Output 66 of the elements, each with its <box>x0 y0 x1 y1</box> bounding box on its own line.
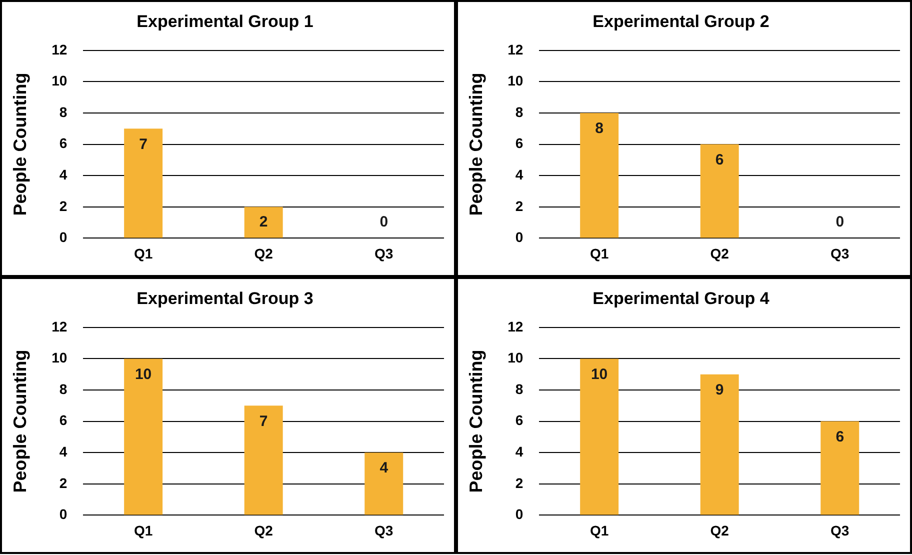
x-tick-label: Q2 <box>254 245 274 262</box>
y-axis-title: People Counting <box>466 72 486 216</box>
y-tick-label: 2 <box>59 198 68 214</box>
x-tick-label: Q2 <box>710 522 730 538</box>
y-axis-title: People Counting <box>10 350 30 493</box>
data-label: 7 <box>139 136 148 153</box>
y-tick-label: 10 <box>52 350 68 366</box>
y-tick-label: 4 <box>59 443 68 460</box>
bar <box>244 406 283 515</box>
x-tick-label: Q1 <box>590 245 609 262</box>
bar <box>700 374 739 515</box>
x-tick-label: Q2 <box>254 522 274 538</box>
data-label: 8 <box>595 120 604 138</box>
data-label: 4 <box>380 460 389 477</box>
y-tick-label: 6 <box>515 135 524 152</box>
data-label: 6 <box>715 151 724 168</box>
y-tick-label: 0 <box>515 506 524 522</box>
y-tick-label: 8 <box>515 104 524 120</box>
y-axis-title: People Counting <box>466 350 486 493</box>
y-tick-label: 10 <box>508 72 524 89</box>
y-tick-label: 8 <box>515 380 524 397</box>
data-label: 7 <box>259 412 268 430</box>
x-tick-label: Q1 <box>590 522 609 538</box>
data-label: 2 <box>259 213 268 230</box>
y-tick-label: 2 <box>515 198 524 214</box>
y-tick-label: 10 <box>52 72 68 89</box>
chart-title: Experimental Group 2 <box>592 12 770 31</box>
y-tick-label: 12 <box>508 41 524 58</box>
y-tick-label: 8 <box>59 104 68 120</box>
y-axis-title: People Counting <box>10 72 30 216</box>
y-tick-label: 4 <box>515 166 524 182</box>
y-tick-label: 4 <box>515 443 524 460</box>
y-tick-label: 12 <box>508 318 524 334</box>
y-tick-label: 0 <box>59 229 68 246</box>
data-label: 9 <box>715 381 724 398</box>
y-tick-label: 4 <box>59 166 68 182</box>
data-label: 6 <box>836 428 844 446</box>
y-tick-label: 12 <box>52 318 68 334</box>
data-label: 0 <box>836 213 844 230</box>
bar <box>820 421 860 515</box>
y-tick-label: 2 <box>59 474 68 491</box>
y-tick-label: 6 <box>59 412 68 428</box>
y-tick-label: 8 <box>59 380 68 397</box>
bar <box>364 452 404 515</box>
y-tick-label: 6 <box>59 135 68 152</box>
chart-title: Experimental Group 1 <box>136 12 314 31</box>
x-tick-label: Q3 <box>374 245 394 262</box>
y-tick-label: 2 <box>515 474 524 491</box>
y-tick-label: 0 <box>515 229 524 246</box>
data-label: 10 <box>134 366 152 383</box>
data-label: 10 <box>590 366 608 383</box>
y-tick-label: 0 <box>59 506 68 522</box>
x-tick-label: Q3 <box>830 245 850 262</box>
x-tick-label: Q3 <box>830 522 850 538</box>
y-tick-label: 12 <box>52 41 68 58</box>
data-label: 0 <box>380 213 388 230</box>
x-tick-label: Q3 <box>374 522 394 538</box>
bar <box>580 358 619 515</box>
x-tick-label: Q1 <box>134 522 153 538</box>
x-tick-label: Q2 <box>710 245 730 262</box>
x-tick-label: Q1 <box>134 245 153 262</box>
chart-title: Experimental Group 4 <box>592 288 770 308</box>
y-tick-label: 10 <box>508 350 524 366</box>
bar <box>124 358 163 515</box>
y-tick-label: 6 <box>515 412 524 428</box>
chart-title: Experimental Group 3 <box>136 288 314 308</box>
